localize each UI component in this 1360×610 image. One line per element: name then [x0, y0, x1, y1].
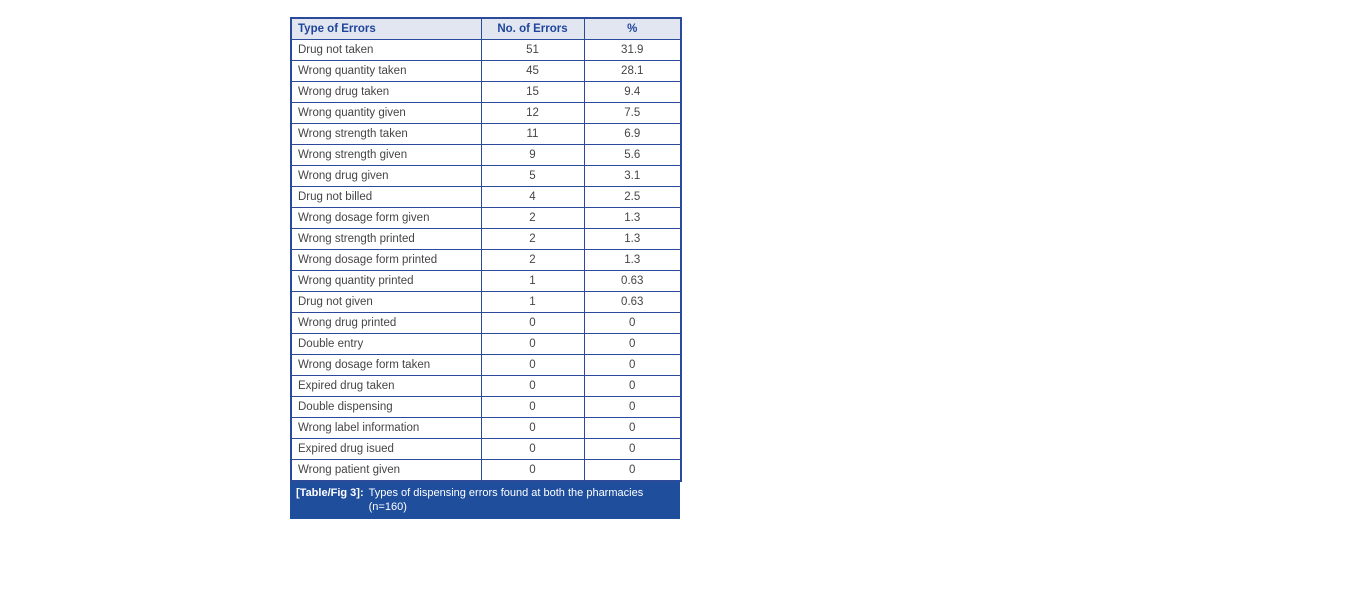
table-row: Wrong quantity printed 1 0.63 — [290, 270, 682, 292]
error-percent-cell: 0 — [583, 438, 682, 460]
table-row: Double entry 0 0 — [290, 333, 682, 355]
error-type-cell: Drug not billed — [290, 186, 482, 208]
error-type-cell: Drug not taken — [290, 39, 482, 61]
error-count-cell: 5 — [480, 165, 585, 187]
error-percent-cell: 1.3 — [583, 207, 682, 229]
error-percent-cell: 0.63 — [583, 291, 682, 313]
error-percent-cell: 6.9 — [583, 123, 682, 145]
error-percent-cell: 31.9 — [583, 39, 682, 61]
table-row: Wrong quantity given 12 7.5 — [290, 102, 682, 124]
error-percent-cell: 0 — [583, 312, 682, 334]
table-row: Wrong dosage form given 2 1.3 — [290, 207, 682, 229]
error-percent-cell: 0 — [583, 459, 682, 482]
error-type-cell: Wrong dosage form given — [290, 207, 482, 229]
error-count-cell: 0 — [480, 438, 585, 460]
error-type-cell: Wrong quantity printed — [290, 270, 482, 292]
caption-note: (n=160) — [368, 501, 407, 513]
error-count-cell: 0 — [480, 417, 585, 439]
error-percent-cell: 0 — [583, 396, 682, 418]
error-count-cell: 12 — [480, 102, 585, 124]
error-type-cell: Wrong strength taken — [290, 123, 482, 145]
error-percent-cell: 2.5 — [583, 186, 682, 208]
table-row: Wrong drug printed 0 0 — [290, 312, 682, 334]
error-count-cell: 4 — [480, 186, 585, 208]
table-row: Wrong quantity taken 45 28.1 — [290, 60, 682, 82]
error-percent-cell: 0.63 — [583, 270, 682, 292]
error-type-cell: Expired drug taken — [290, 375, 482, 397]
table-figure: Type of Errors No. of Errors % Drug not … — [290, 17, 682, 519]
error-type-cell: Drug not given — [290, 291, 482, 313]
caption-text: Types of dispensing errors found at both… — [368, 487, 644, 499]
error-count-cell: 1 — [480, 270, 585, 292]
error-type-cell: Double entry — [290, 333, 482, 355]
column-header-percent: % — [583, 17, 682, 40]
table-row: Wrong dosage form printed 2 1.3 — [290, 249, 682, 271]
table-row: Wrong patient given 0 0 — [290, 459, 682, 482]
table-row: Wrong drug taken 15 9.4 — [290, 81, 682, 103]
error-percent-cell: 0 — [583, 333, 682, 355]
error-count-cell: 11 — [480, 123, 585, 145]
error-percent-cell: 9.4 — [583, 81, 682, 103]
error-type-cell: Wrong strength given — [290, 144, 482, 166]
error-percent-cell: 0 — [583, 354, 682, 376]
table-row: Expired drug taken 0 0 — [290, 375, 682, 397]
error-count-cell: 2 — [480, 207, 585, 229]
error-type-cell: Wrong patient given — [290, 459, 482, 482]
error-type-cell: Wrong strength printed — [290, 228, 482, 250]
table-row: Wrong strength taken 11 6.9 — [290, 123, 682, 145]
table-header-row: Type of Errors No. of Errors % — [290, 17, 682, 40]
caption-body: Types of dispensing errors found at both… — [369, 486, 674, 514]
table-row: Drug not taken 51 31.9 — [290, 39, 682, 61]
table-row: Drug not given 1 0.63 — [290, 291, 682, 313]
error-type-cell: Double dispensing — [290, 396, 482, 418]
error-percent-cell: 5.6 — [583, 144, 682, 166]
error-type-cell: Wrong quantity taken — [290, 60, 482, 82]
table-row: Drug not billed 4 2.5 — [290, 186, 682, 208]
error-count-cell: 0 — [480, 354, 585, 376]
table-row: Double dispensing 0 0 — [290, 396, 682, 418]
error-percent-cell: 3.1 — [583, 165, 682, 187]
error-type-cell: Expired drug isued — [290, 438, 482, 460]
error-count-cell: 45 — [480, 60, 585, 82]
table-row: Wrong strength printed 2 1.3 — [290, 228, 682, 250]
error-type-cell: Wrong dosage form printed — [290, 249, 482, 271]
table-row: Wrong strength given 9 5.6 — [290, 144, 682, 166]
error-count-cell: 0 — [480, 375, 585, 397]
error-type-cell: Wrong drug given — [290, 165, 482, 187]
table-caption: [Table/Fig 3]: Types of dispensing error… — [290, 482, 680, 519]
error-count-cell: 15 — [480, 81, 585, 103]
error-count-cell: 51 — [480, 39, 585, 61]
error-count-cell: 0 — [480, 459, 585, 482]
error-type-cell: Wrong label information — [290, 417, 482, 439]
error-count-cell: 0 — [480, 333, 585, 355]
table-row: Wrong label information 0 0 — [290, 417, 682, 439]
error-type-cell: Wrong drug taken — [290, 81, 482, 103]
error-percent-cell: 1.3 — [583, 249, 682, 271]
column-header-no-of-errors: No. of Errors — [480, 17, 585, 40]
error-count-cell: 1 — [480, 291, 585, 313]
table-row: Wrong drug given 5 3.1 — [290, 165, 682, 187]
error-count-cell: 0 — [480, 396, 585, 418]
error-percent-cell: 28.1 — [583, 60, 682, 82]
column-header-type-of-errors: Type of Errors — [290, 17, 482, 40]
error-type-cell: Wrong drug printed — [290, 312, 482, 334]
error-count-cell: 2 — [480, 228, 585, 250]
error-count-cell: 0 — [480, 312, 585, 334]
error-count-cell: 2 — [480, 249, 585, 271]
dispensing-errors-table: Type of Errors No. of Errors % Drug not … — [290, 17, 682, 482]
error-type-cell: Wrong quantity given — [290, 102, 482, 124]
error-percent-cell: 1.3 — [583, 228, 682, 250]
table-row: Wrong dosage form taken 0 0 — [290, 354, 682, 376]
error-type-cell: Wrong dosage form taken — [290, 354, 482, 376]
error-percent-cell: 0 — [583, 375, 682, 397]
error-percent-cell: 0 — [583, 417, 682, 439]
error-count-cell: 9 — [480, 144, 585, 166]
table-row: Expired drug isued 0 0 — [290, 438, 682, 460]
error-percent-cell: 7.5 — [583, 102, 682, 124]
caption-label: [Table/Fig 3]: — [296, 487, 364, 499]
